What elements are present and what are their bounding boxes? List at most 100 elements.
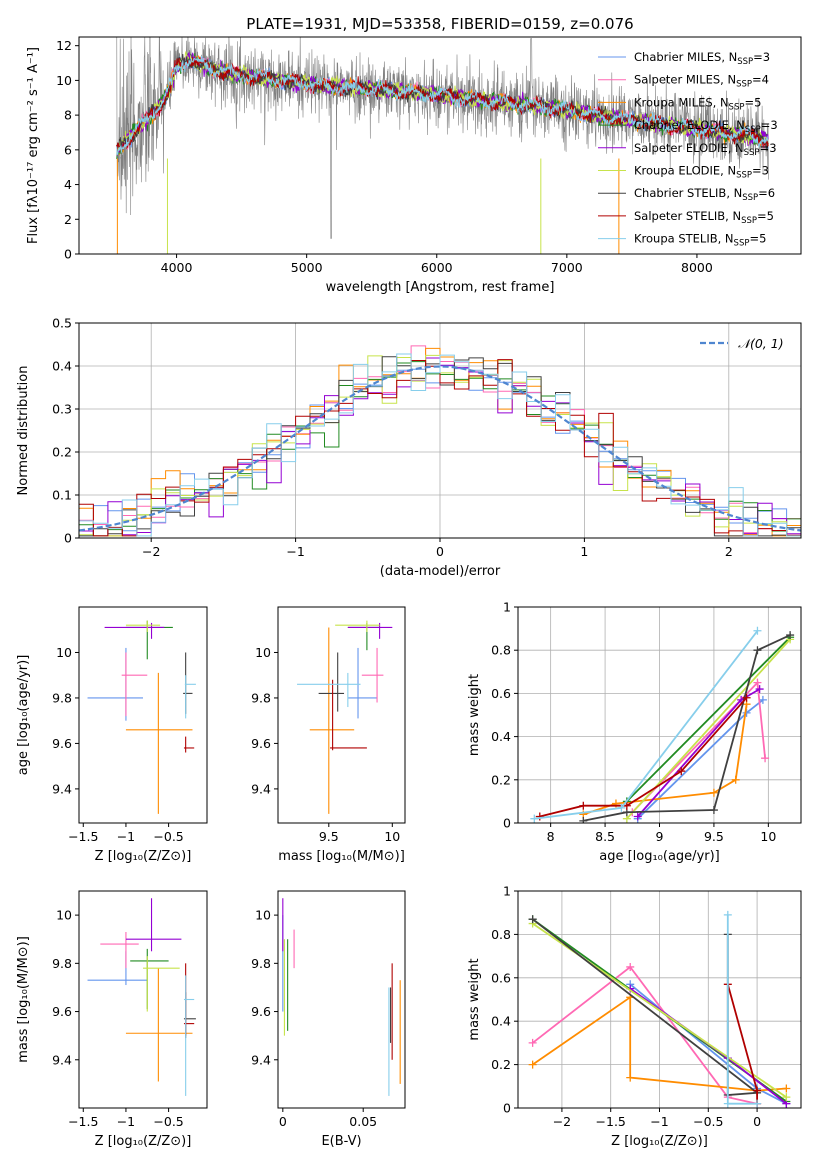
weight-series-7 <box>535 693 751 821</box>
plot-area <box>79 345 801 537</box>
residual-histogram-8 <box>79 353 801 537</box>
x-tick-label: −1.5 <box>68 829 98 844</box>
weight-marker <box>579 816 588 823</box>
legend-label: Kroupa STELIB, NSSP=5 <box>634 232 766 249</box>
y-tick-label: 0.2 <box>491 1057 511 1072</box>
weight-marker <box>528 1060 537 1069</box>
y-tick-label: 9.4 <box>251 781 271 796</box>
mass-vs-metallicity-panel: −1.5 −1 −0.5 9.4 9.6 9.8 10 Z [log₁₀(Z/Z⊙)] mass… <box>16 890 208 1149</box>
residuals-panel: −2 −1 0 1 2 0 0.1 0.2 0.3 0.4 0.5 (data-model)/erro… <box>16 316 802 579</box>
weight-marker <box>626 1073 635 1082</box>
weight-marker <box>753 1099 762 1108</box>
weight-marker <box>626 962 635 971</box>
x-tick-label: −1 <box>650 1114 668 1129</box>
weight-marker <box>709 806 718 815</box>
y-tick-label: 12 <box>56 38 72 53</box>
axes-frame <box>78 606 208 824</box>
x-tick-label: 5000 <box>291 260 323 275</box>
y-tick-label: 1 <box>503 884 511 899</box>
legend-label: Salpeter ELODIE, NSSP=3 <box>634 141 777 158</box>
y-tick-label: 8 <box>64 108 72 123</box>
y-tick-label: 9.8 <box>251 956 271 971</box>
weight-marker <box>761 754 770 763</box>
weight-marker <box>786 631 795 640</box>
y-tick-label: 9.4 <box>52 1052 72 1067</box>
x-tick-label: 9.5 <box>704 829 724 844</box>
y-axis-label: age [log₁₀(age/yr)] <box>16 655 31 776</box>
error-point <box>121 652 148 717</box>
x-tick-label: −2 <box>142 544 160 559</box>
y-tick-label: 9.4 <box>251 1052 271 1067</box>
y-tick-label: 2 <box>64 212 72 227</box>
error-point <box>125 898 182 952</box>
y-tick-label: 0.6 <box>491 686 511 701</box>
y-tick-label: 0.2 <box>491 772 511 787</box>
weight-marker <box>753 1086 762 1095</box>
weight-vs-metallicity-panel: −2 −1.5 −1 −0.5 0 0 0.2 0.4 0.6 0.8 1 Z [log₁₀(Z/Z⊙… <box>467 884 802 1149</box>
x-tick-label: 2 <box>725 544 733 559</box>
y-tick-label: 9.6 <box>251 736 271 751</box>
y-tick-label: 10 <box>56 645 72 660</box>
error-point <box>125 620 161 633</box>
x-tick-label: 0 <box>753 1114 761 1129</box>
x-tick-label: 9 <box>656 829 664 844</box>
error-point <box>330 679 367 751</box>
weight-vs-age-panel: 8 8.5 9 9.5 10 0 0.2 0.4 0.6 0.8 1 age [log₁₀(age/y… <box>467 600 802 864</box>
legend-label: 𝒩(0, 1) <box>738 336 784 351</box>
model-spectrum-7 <box>116 56 769 153</box>
weight-marker <box>528 915 537 924</box>
error-point <box>184 675 196 719</box>
x-axis-label: wavelength [Angstrom, rest frame] <box>326 280 555 295</box>
x-tick-label: −0.5 <box>153 829 183 844</box>
weight-marker <box>677 767 686 776</box>
weight-marker <box>530 814 539 823</box>
legend-label: Chabrier MILES, NSSP=3 <box>634 50 770 67</box>
weight-marker <box>535 812 544 821</box>
y-tick-label: 9.4 <box>52 781 72 796</box>
x-axis-label: mass [log₁₀(M/M⊙)] <box>278 849 405 864</box>
weight-marker <box>709 788 718 797</box>
error-point <box>297 672 361 708</box>
x-tick-label: −1 <box>117 1114 135 1129</box>
weight-marker <box>528 1038 537 1047</box>
x-axis-label: Z [log₁₀(Z/Z⊙)] <box>611 1134 708 1149</box>
y-tick-label: 9.6 <box>251 1004 271 1019</box>
legend: 𝒩(0, 1) <box>700 336 784 351</box>
y-tick-label: 0.1 <box>52 488 72 503</box>
x-tick-label: 8.5 <box>595 829 615 844</box>
plot-area <box>116 37 769 254</box>
error-point <box>100 931 139 969</box>
normal-curve <box>79 365 801 532</box>
weight-marker <box>579 801 588 810</box>
error-point <box>347 647 378 719</box>
x-tick-label: 1 <box>580 544 588 559</box>
error-point <box>87 647 143 721</box>
grid-lines <box>518 890 801 1109</box>
y-tick-label: 0.4 <box>491 1014 511 1029</box>
x-tick-label: −1 <box>286 544 304 559</box>
y-axis-label: mass weight <box>467 958 482 1040</box>
axes-frame <box>78 36 802 255</box>
y-tick-label: 10 <box>255 645 271 660</box>
mass-vs-ebv-panel: 0 0.05 9.4 9.6 9.8 10 E(B-V) <box>251 890 406 1149</box>
y-axis-label: mass [log₁₀(M/M⊙)] <box>16 936 31 1063</box>
spectrum-panel: 4000 5000 6000 7000 8000 0 2 4 6 8 10 12 wavelength … <box>26 15 802 295</box>
weight-marker <box>755 685 764 694</box>
y-tick-label: 0.2 <box>52 445 72 460</box>
residual-histogram-7 <box>79 359 801 537</box>
error-point <box>143 956 180 1012</box>
x-tick-label: −0.5 <box>693 1114 723 1129</box>
weight-marker <box>753 678 762 687</box>
y-tick-label: 0.3 <box>52 402 72 417</box>
weight-marker <box>782 1084 791 1093</box>
weight-marker <box>753 626 762 635</box>
error-point <box>183 652 193 714</box>
x-tick-label: 9.5 <box>319 829 339 844</box>
weight-marker <box>723 910 732 919</box>
x-tick-label: −2 <box>553 1114 571 1129</box>
y-tick-label: 9.8 <box>251 690 271 705</box>
error-point <box>125 968 193 1082</box>
y-tick-label: 0.8 <box>491 643 511 658</box>
axes-frame <box>78 890 208 1109</box>
